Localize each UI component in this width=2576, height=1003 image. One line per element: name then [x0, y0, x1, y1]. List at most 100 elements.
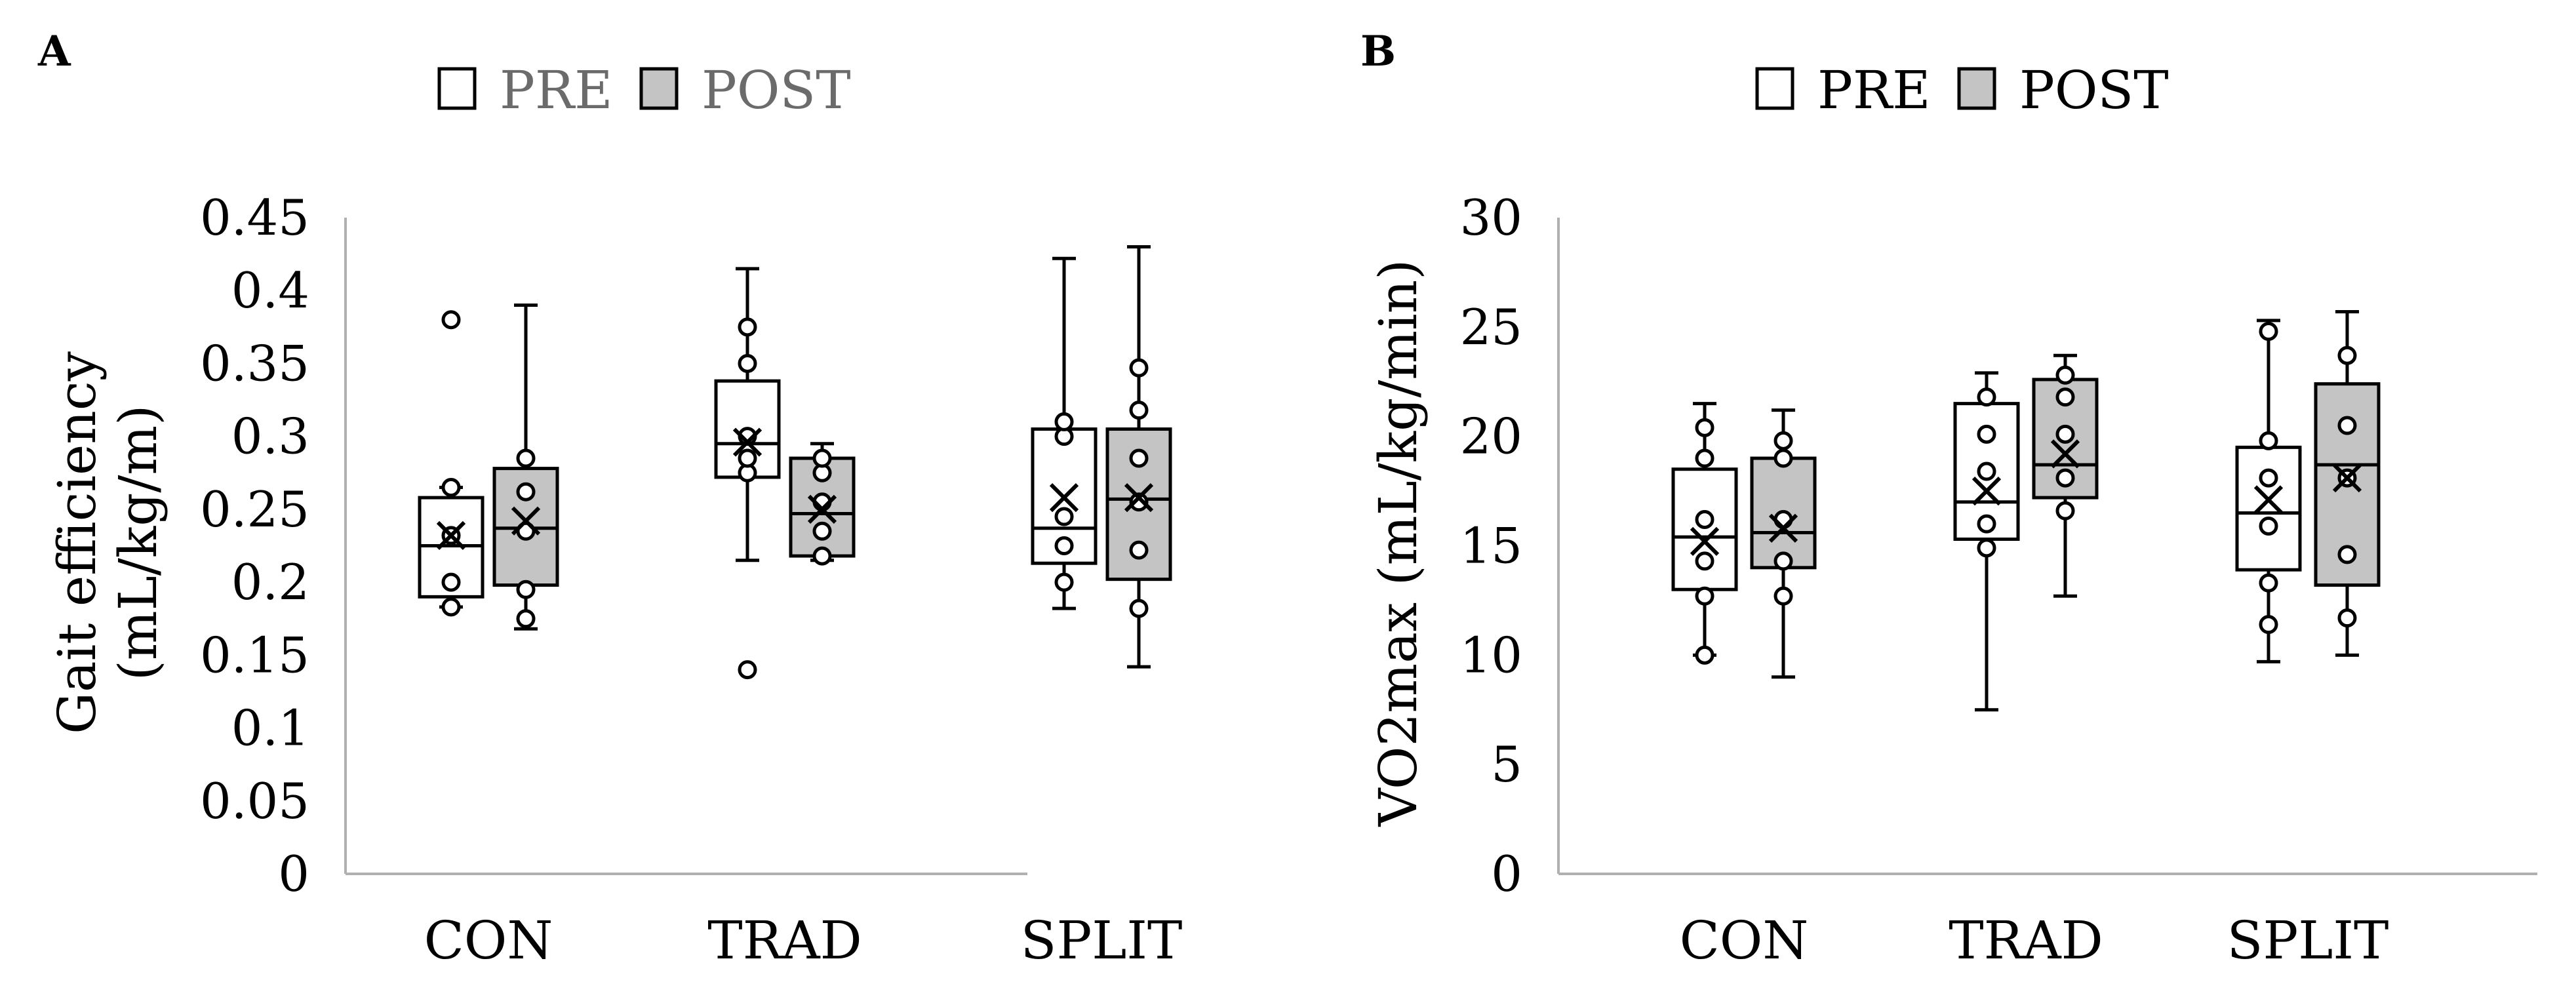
data-point — [2337, 416, 2357, 435]
data-point — [2055, 501, 2075, 521]
data-point — [516, 448, 536, 468]
data-point — [1054, 412, 1074, 431]
mean-marker — [511, 506, 541, 536]
legend-pre-label: PRE — [500, 60, 612, 121]
data-point — [2259, 322, 2278, 342]
x-category-label: TRAD — [1949, 910, 2103, 971]
mean-marker — [2253, 485, 2284, 515]
data-point — [738, 660, 757, 680]
data-point — [1695, 509, 1714, 529]
legend-post-label: POST — [2019, 60, 2169, 121]
y-axis-title-line2: (mL/kg/m) — [108, 405, 168, 681]
y-tick-label: 30 — [1460, 189, 1522, 246]
x-category-label: CON — [424, 910, 553, 971]
x-category-label: TRAD — [707, 910, 862, 971]
panel-a-letter: A — [37, 27, 71, 76]
panel-b: B PRE POST VO2max (mL/kg/min) 0 5 10 15 20 25… — [1360, 27, 2537, 971]
y-tick-label: 0.1 — [231, 699, 309, 757]
data-point — [2337, 608, 2357, 628]
panel-a-y-axis-title: Gait efficiency (mL/kg/m) — [47, 351, 168, 734]
box-pre-con — [1671, 402, 1738, 665]
box-pre-trad — [1953, 371, 2020, 712]
legend-post-swatch — [639, 67, 679, 110]
legend-post-swatch — [1957, 67, 1996, 110]
panel-b-letter: B — [1360, 27, 1396, 76]
mean-marker — [807, 494, 837, 524]
data-point — [1695, 418, 1714, 437]
y-tick-label: 0.25 — [200, 481, 309, 538]
y-tick-label: 10 — [1460, 626, 1522, 684]
data-point — [441, 597, 461, 617]
data-point — [2055, 387, 2075, 407]
data-point — [1695, 586, 1714, 606]
data-point — [1977, 462, 1996, 481]
data-point — [1129, 540, 1149, 560]
y-tick-label: 20 — [1460, 408, 1522, 465]
data-point — [1129, 599, 1149, 618]
data-point — [1695, 551, 1714, 571]
data-point — [2259, 431, 2278, 450]
data-point — [1695, 645, 1714, 665]
x-category-label: CON — [1680, 910, 1809, 971]
data-point — [441, 310, 461, 330]
data-point — [1773, 551, 1793, 571]
box-pre-trad — [714, 267, 781, 680]
iqr-box — [2235, 445, 2302, 572]
box-post-trad — [789, 442, 856, 566]
mean-marker — [1690, 526, 1720, 556]
box-post-trad — [2032, 353, 2099, 598]
data-point — [1773, 448, 1793, 468]
mean-marker — [2332, 463, 2362, 493]
x-category-labels: CON TRAD SPLIT — [424, 910, 1183, 971]
y-tick-label: 25 — [1460, 298, 1522, 356]
box-post-split — [1105, 245, 1172, 669]
y-tick-label: 0.15 — [200, 626, 309, 684]
data-point — [1129, 401, 1149, 420]
data-point — [738, 353, 757, 373]
data-point — [1977, 387, 1996, 407]
box-marks — [1671, 309, 2381, 712]
data-point — [1129, 492, 1149, 512]
data-point — [738, 448, 757, 468]
y-tick-label: 5 — [1491, 736, 1522, 793]
panel-a: A PRE POST Gait efficiency (mL/kg/m) 0 0.… — [37, 27, 1182, 971]
mean-marker — [2050, 439, 2080, 469]
x-category-labels: CON TRAD SPLIT — [1680, 910, 2389, 971]
data-point — [2259, 615, 2278, 635]
data-point — [2055, 424, 2075, 444]
data-point — [738, 317, 757, 337]
data-point — [812, 448, 832, 468]
legend-post-label: POST — [702, 60, 851, 121]
data-point — [1977, 538, 1996, 558]
data-point — [2259, 573, 2278, 593]
y-tick-labels: 0 5 10 15 20 25 30 — [1460, 189, 1522, 903]
panel-b-y-axis-title: VO2max (mL/kg/min) — [1368, 260, 1429, 827]
data-point — [1773, 431, 1793, 450]
data-point — [1977, 514, 1996, 534]
box-pre-con — [418, 310, 485, 617]
data-point — [2055, 468, 2075, 488]
mean-marker — [1768, 513, 1798, 543]
box-post-split — [2314, 309, 2381, 657]
data-point — [1054, 507, 1074, 526]
data-point — [812, 521, 832, 541]
y-tick-label: 0.3 — [231, 408, 309, 465]
x-category-label: SPLIT — [1021, 910, 1183, 971]
panel-b-legend: PRE POST — [1755, 60, 2169, 121]
y-tick-label: 0 — [278, 845, 309, 903]
iqr-box — [1671, 467, 1738, 591]
legend-pre-swatch — [1755, 67, 1794, 110]
data-point — [1695, 448, 1714, 468]
data-point — [516, 609, 536, 629]
box-marks — [418, 245, 1172, 680]
y-tick-label: 0.2 — [231, 553, 309, 611]
data-point — [441, 478, 461, 498]
data-point — [1054, 572, 1074, 592]
box-post-con — [1750, 408, 1817, 679]
y-tick-labels: 0 0.05 0.1 0.15 0.2 0.25 0.3 0.35 0.4 0.45 — [200, 189, 309, 903]
data-point — [516, 580, 536, 599]
data-point — [1977, 424, 1996, 444]
data-point — [2259, 516, 2278, 536]
data-point — [2337, 345, 2357, 365]
